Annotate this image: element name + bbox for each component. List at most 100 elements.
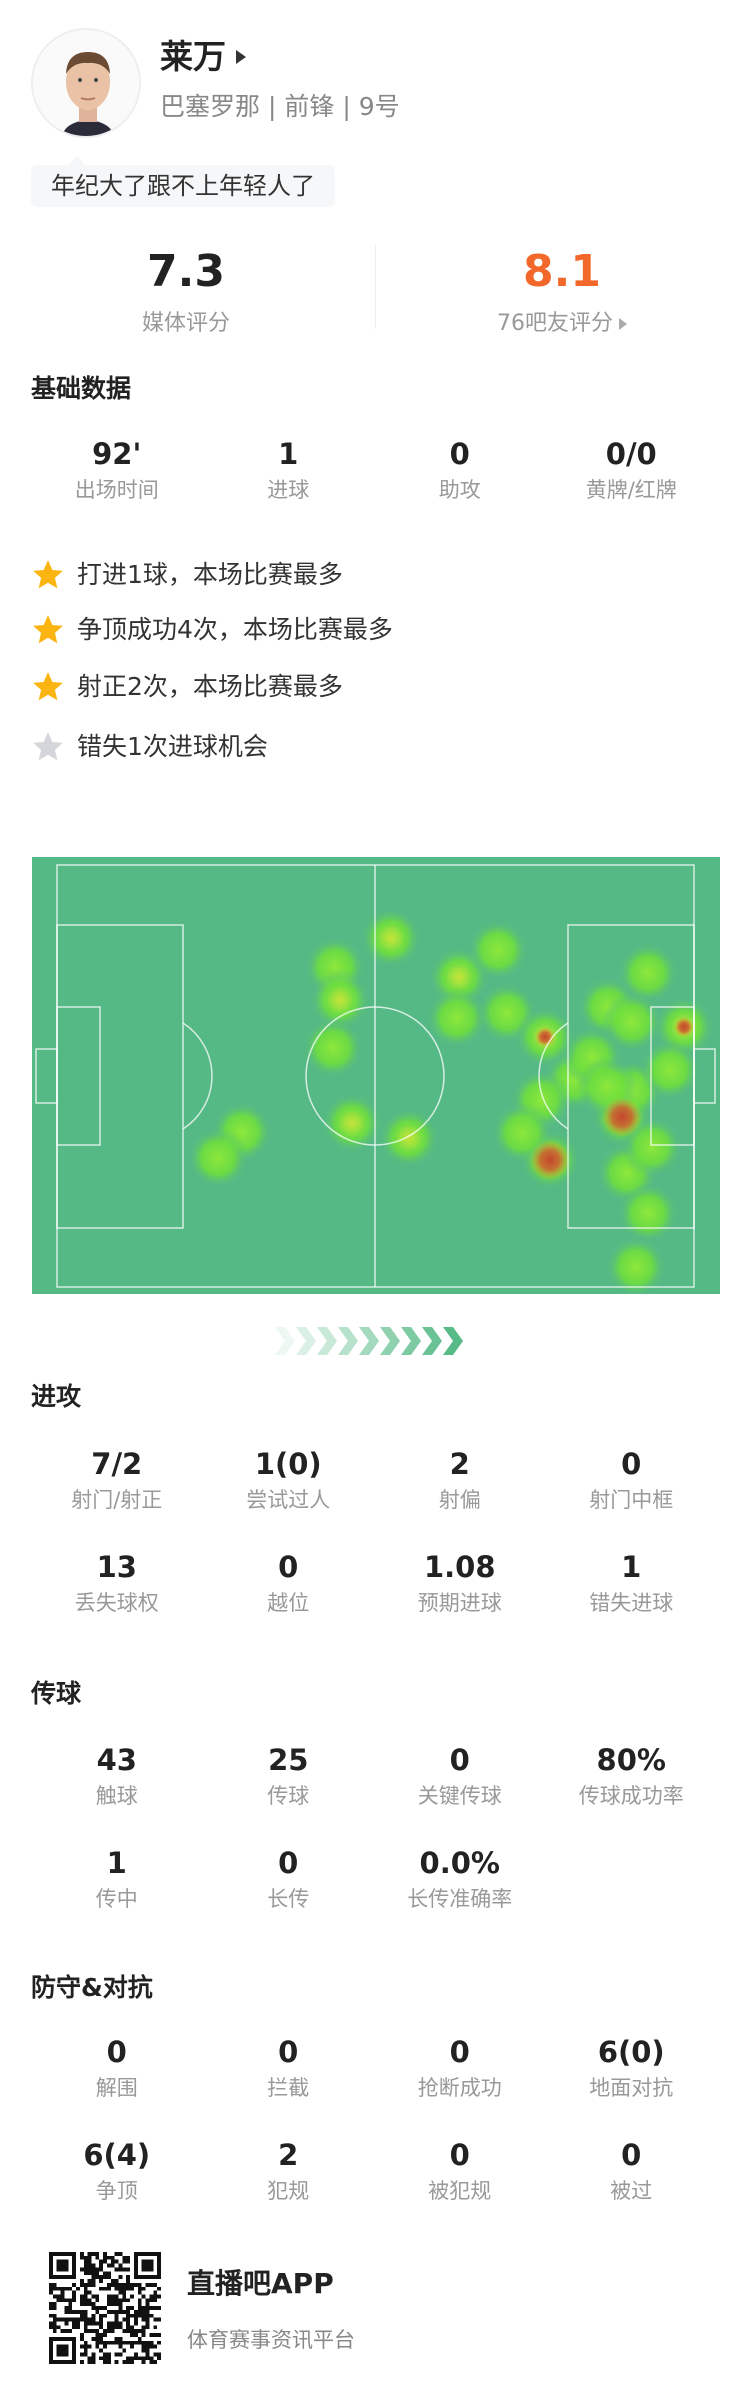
stat-value: 0 <box>621 1447 642 1481</box>
gray-star-icon <box>33 732 63 761</box>
fan-rating[interactable]: 8.1 76吧友评分 <box>412 245 712 339</box>
stat-passing-item: 43 触球 <box>31 1742 203 1845</box>
heat-spot <box>618 1183 678 1243</box>
rating-divider <box>375 245 376 329</box>
section-title-attack: 进攻 <box>31 1382 82 1411</box>
stat-defense-item: 6(4) 争顶 <box>31 2137 203 2240</box>
stat-label: 错失进球 <box>589 1591 674 1615</box>
stat-value: 0 <box>621 2138 642 2172</box>
stat-passing-item: 0 关键传球 <box>374 1742 546 1845</box>
highlight-text: 打进1球，本场比赛最多 <box>77 560 343 589</box>
player-meta: 巴塞罗那 | 前锋 | 9号 <box>160 90 400 124</box>
stat-label: 被犯规 <box>428 2179 492 2203</box>
stat-value: 7/2 <box>91 1447 143 1481</box>
chevron-icon <box>401 1327 421 1355</box>
stat-passing-item: 0.0% 长传准确率 <box>374 1845 546 1948</box>
stat-label: 射门/射正 <box>71 1488 163 1512</box>
media-rating: 7.3 媒体评分 <box>36 245 336 339</box>
stat-defense-item: 0 抢断成功 <box>374 2034 546 2137</box>
stat-basic-item: 92' 出场时间 <box>31 436 203 539</box>
stat-label: 地面对抗 <box>589 2076 674 2100</box>
stat-value: 1.08 <box>423 1550 496 1584</box>
stat-value: 0 <box>449 2138 470 2172</box>
comment-bubble: 年纪大了跟不上年轻人了 <box>31 155 335 207</box>
stat-label: 犯规 <box>267 2179 310 2203</box>
heat-spot-warm <box>338 1109 366 1137</box>
heat-spot <box>427 988 487 1048</box>
heat-spot <box>606 1237 666 1294</box>
stat-label: 争顶 <box>95 2179 138 2203</box>
player-photo-icon <box>33 30 139 136</box>
position: 前锋 <box>284 92 335 121</box>
stat-value: 13 <box>96 1550 137 1584</box>
shirt-number: 9号 <box>358 92 400 121</box>
left-penalty-arc <box>182 1022 213 1130</box>
stat-label: 拦截 <box>267 2076 310 2100</box>
team-name: 巴塞罗那 <box>160 92 261 121</box>
heat-spot <box>468 920 528 980</box>
center-circle <box>305 1006 445 1146</box>
stat-label: 长传准确率 <box>407 1887 513 1911</box>
stat-value: 43 <box>96 1743 137 1777</box>
stat-label: 关键传球 <box>417 1784 502 1808</box>
highlight-item: 争顶成功4次，本场比赛最多 <box>31 613 393 647</box>
chevron-icon <box>380 1327 400 1355</box>
heat-spot <box>602 992 662 1052</box>
gold-star-icon <box>33 672 63 701</box>
heat-spot <box>303 1018 363 1078</box>
stat-defense-item: 2 犯规 <box>203 2137 375 2240</box>
player-avatar[interactable] <box>31 28 141 138</box>
heat-spot-hot <box>674 1017 694 1037</box>
heat-layer <box>188 908 714 1294</box>
highlight-item: 射正2次，本场比赛最多 <box>31 670 343 704</box>
stat-value: 0 <box>449 1743 470 1777</box>
stat-attack-item: 13 丢失球权 <box>31 1549 203 1652</box>
stat-passing-item: 80% 传球成功率 <box>546 1742 718 1845</box>
heat-spot-warm <box>377 924 405 952</box>
stat-label: 传球 <box>267 1784 310 1808</box>
stat-label: 越位 <box>267 1591 310 1615</box>
chevron-icon <box>422 1327 442 1355</box>
pitch-lines <box>35 864 716 1288</box>
stat-label: 助攻 <box>438 478 481 502</box>
caret-right-icon <box>619 318 627 330</box>
section-title-defense: 防守&对抗 <box>31 1973 153 2002</box>
stat-attack-item: 1 错失进球 <box>546 1549 718 1652</box>
stat-label: 射门中框 <box>589 1488 674 1512</box>
right-goal <box>693 1048 716 1104</box>
media-rating-label: 媒体评分 <box>141 311 230 336</box>
stat-label: 尝试过人 <box>246 1488 331 1512</box>
stat-value: 0/0 <box>605 437 657 471</box>
stat-defense-item: 0 解围 <box>31 2034 203 2137</box>
fan-rating-label: 76吧友评分 <box>497 311 613 336</box>
qr-code-icon <box>49 2252 161 2364</box>
highlight-text: 射正2次，本场比赛最多 <box>77 672 343 701</box>
fan-rating-value: 8.1 <box>523 246 601 297</box>
stat-defense-item: 0 被过 <box>546 2137 718 2240</box>
stat-value: 0 <box>106 2035 127 2069</box>
heat-spot-hot <box>530 1140 570 1180</box>
stat-value: 6(4) <box>83 2138 151 2172</box>
chevron-icon <box>359 1327 379 1355</box>
right-penalty-arc <box>538 1022 569 1130</box>
chevron-icon <box>275 1327 295 1355</box>
stat-label: 被过 <box>610 2179 653 2203</box>
stat-value: 0 <box>449 2035 470 2069</box>
stat-value: 2 <box>449 1447 470 1481</box>
defense-stats: 0 解围 0 拦截 0 抢断成功 6(0) 地面对抗 6(4) 争顶 2 犯规 0 被犯规 0 被过 <box>31 2034 717 2240</box>
heat-spot <box>622 1117 682 1177</box>
left-goal <box>35 1048 58 1104</box>
stat-value: 25 <box>268 1743 309 1777</box>
highlight-text: 错失1次进球机会 <box>77 732 268 761</box>
section-title-basic: 基础数据 <box>31 374 132 403</box>
stat-label: 丢失球权 <box>74 1591 159 1615</box>
highlight-text: 争顶成功4次，本场比赛最多 <box>77 615 393 644</box>
basic-stats: 92' 出场时间 1 进球 0 助攻 0/0 黄牌/红牌 <box>31 436 717 539</box>
heat-spot-warm <box>326 986 354 1014</box>
stat-value: 1(0) <box>254 1447 322 1481</box>
stat-defense-item: 0 被犯规 <box>374 2137 546 2240</box>
player-name-link[interactable]: 莱万 <box>160 36 246 78</box>
caret-right-icon <box>236 50 246 64</box>
stat-label: 射偏 <box>438 1488 481 1512</box>
attack-stats: 7/2 射门/射正 1(0) 尝试过人 2 射偏 0 射门中框 13 丢失球权 0 越位 1.08 预期进… <box>31 1446 717 1652</box>
